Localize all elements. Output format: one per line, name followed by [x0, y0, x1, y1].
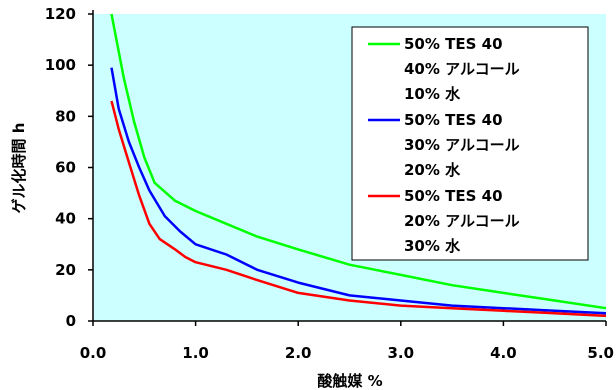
x-tick-label: 1.0 — [182, 344, 209, 362]
x-tick-label: 0.0 — [80, 344, 107, 362]
x-tick-label: 4.0 — [490, 344, 517, 362]
legend-label: 50% TES 40 — [404, 111, 503, 129]
series-line-3 — [110, 100, 607, 318]
legend-label: 30% アルコール — [404, 136, 520, 154]
x-tick-label: 3.0 — [388, 344, 415, 362]
legend-box — [351, 26, 589, 261]
y-tick-label: 80 — [55, 107, 76, 125]
legend: 50% TES 40 40% アルコール 10% 水 50% TES 40 30% アル… — [351, 26, 589, 261]
y-tick-label: 120 — [45, 5, 76, 23]
y-tick-label: 60 — [55, 159, 76, 177]
x-tick-label: 2.0 — [285, 344, 312, 362]
ticks-layer: 0.0 1.0 2.0 3.0 4.0 5.0 0 20 40 60 80 100 120 — [45, 5, 614, 362]
series-line-2 — [110, 67, 607, 315]
x-axis-title: 酸触媒 % — [317, 372, 382, 390]
legend-label: 20% アルコール — [404, 212, 520, 230]
legend-label: 30% 水 — [404, 237, 461, 255]
legend-label: 40% アルコール — [404, 60, 520, 78]
legend-label: 10% 水 — [404, 85, 461, 103]
y-tick-label: 20 — [55, 261, 76, 279]
series-line-1 — [110, 13, 607, 310]
y-tick-label: 0 — [66, 312, 76, 330]
legend-label: 20% 水 — [404, 161, 461, 179]
y-axis-title: ゲル化時間 h — [10, 123, 28, 214]
legend-label: 50% TES 40 — [404, 35, 503, 53]
x-tick-label: 5.0 — [587, 344, 614, 362]
series-layer — [110, 13, 607, 318]
y-tick-label: 40 — [55, 210, 76, 228]
y-tick-label: 100 — [45, 56, 76, 74]
legend-label: 50% TES 40 — [404, 187, 503, 205]
